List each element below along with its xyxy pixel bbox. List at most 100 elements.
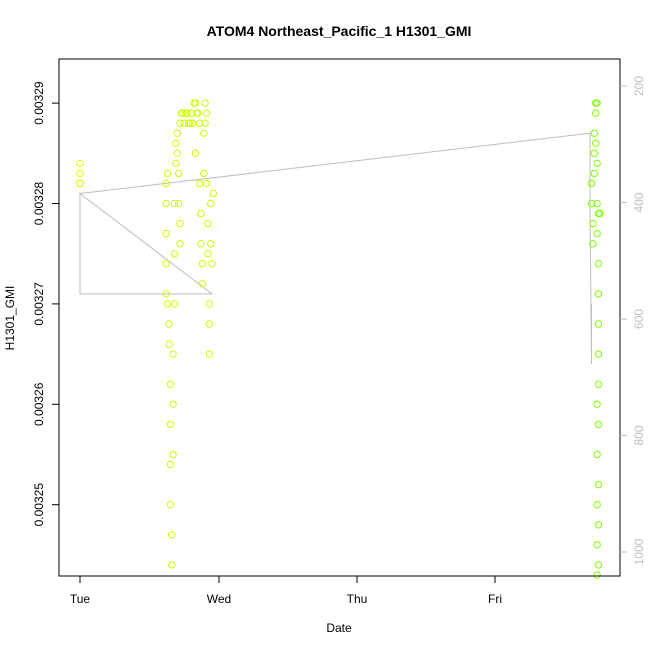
data-point — [593, 159, 601, 168]
data-point — [594, 320, 603, 328]
data-point — [208, 260, 216, 268]
x-axis: Tue Wed Thu Fri — [70, 575, 502, 606]
data-point — [180, 119, 189, 127]
right-y-axis: 200 400 600 800 1000 — [620, 76, 646, 565]
series-1 — [76, 159, 84, 188]
data-point — [589, 219, 597, 228]
data-point — [594, 561, 603, 569]
data-point — [173, 129, 182, 137]
data-point — [162, 290, 170, 298]
data-point — [594, 350, 603, 358]
data-point — [204, 250, 212, 258]
data-point — [590, 169, 598, 178]
data-point — [589, 240, 597, 248]
data-point — [76, 159, 84, 168]
data-point — [162, 179, 170, 188]
data-point — [186, 119, 194, 127]
data-point — [594, 380, 603, 388]
y-tick-label: 0.00326 — [32, 382, 46, 426]
data-point — [592, 139, 600, 148]
data-point — [166, 380, 175, 388]
data-point — [594, 290, 603, 298]
data-point — [183, 109, 191, 117]
data-point — [593, 199, 601, 208]
data-point — [594, 260, 603, 268]
data-point — [207, 240, 215, 248]
right-y-tick-label: 200 — [632, 76, 646, 96]
data-point — [195, 119, 204, 127]
data-point — [201, 119, 209, 127]
data-point — [162, 260, 170, 268]
data-point — [163, 300, 172, 308]
data-point — [172, 139, 180, 148]
plot-frame — [58, 58, 621, 577]
data-point — [169, 400, 177, 408]
right-y-tick-label: 600 — [632, 309, 646, 329]
data-point — [593, 571, 601, 579]
data-point — [201, 99, 209, 107]
x-axis-label: Date — [326, 621, 352, 635]
data-point — [593, 229, 601, 238]
data-point — [195, 179, 204, 188]
data-point — [197, 209, 205, 218]
data-point — [194, 109, 202, 117]
data-point — [590, 129, 598, 137]
data-point — [179, 109, 187, 117]
data-point — [205, 350, 214, 358]
data-points-layer — [76, 99, 604, 579]
data-point — [175, 199, 183, 208]
data-point — [207, 199, 215, 208]
data-point — [593, 541, 601, 549]
data-point — [169, 350, 177, 358]
data-point — [594, 480, 603, 489]
data-point — [594, 521, 603, 529]
chart-title: ATOM4 Northeast_Pacific_1 H1301_GMI — [207, 23, 472, 39]
data-point — [198, 280, 207, 288]
data-point — [191, 149, 200, 158]
data-point — [204, 219, 212, 228]
data-point — [587, 179, 596, 188]
data-point — [587, 199, 596, 208]
data-point — [168, 561, 176, 569]
data-point — [593, 99, 601, 107]
y-axis-label: H1301_GMI — [3, 286, 17, 351]
data-point — [162, 199, 170, 208]
data-point — [594, 420, 603, 429]
data-point — [170, 250, 179, 258]
data-point — [165, 340, 173, 348]
data-point — [593, 400, 601, 408]
data-point — [200, 129, 208, 137]
y-tick-label: 0.00325 — [32, 483, 46, 527]
pressure-line — [78, 132, 592, 365]
data-point — [590, 149, 598, 158]
data-point — [197, 240, 205, 248]
y-tick-label: 0.00327 — [32, 282, 46, 326]
data-point — [176, 219, 184, 228]
data-point — [202, 179, 211, 188]
data-point — [170, 199, 179, 208]
data-point — [198, 260, 207, 268]
data-point — [593, 450, 601, 459]
data-point — [166, 501, 175, 509]
right-y-tick-label: 1000 — [632, 538, 646, 565]
data-point — [166, 460, 175, 469]
data-point — [169, 450, 177, 459]
data-point — [166, 420, 175, 429]
data-point — [205, 300, 214, 308]
data-point — [173, 149, 182, 158]
y-tick-label: 0.00329 — [32, 81, 46, 125]
data-point — [187, 109, 195, 117]
data-point — [162, 229, 170, 238]
x-tick-label: Wed — [207, 592, 231, 606]
data-point — [191, 99, 200, 107]
data-point — [176, 240, 184, 248]
data-point — [168, 531, 176, 539]
data-point — [163, 169, 172, 178]
data-point — [175, 169, 183, 178]
y-axis: 0.00325 0.00326 0.00327 0.00328 0.00329 — [32, 81, 60, 527]
data-point — [205, 320, 214, 328]
data-point — [209, 189, 218, 198]
data-point — [165, 320, 173, 328]
data-point — [200, 169, 208, 178]
